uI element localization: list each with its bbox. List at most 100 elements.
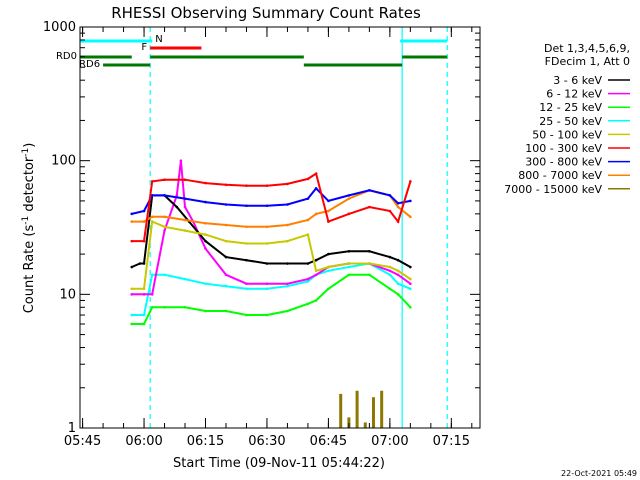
series-6-point-9: [286, 203, 289, 206]
series-2-point-16: [396, 293, 400, 296]
series-6-point-3: [163, 194, 166, 197]
series-7-point-17: [409, 215, 412, 219]
x-tick-label-3: 06:30: [248, 434, 285, 449]
series-0-point-12: [306, 262, 310, 265]
y-label-part2: detector: [22, 156, 37, 216]
series-5-point-1: [142, 239, 146, 243]
legend-label-4: 50 - 100 keV: [532, 128, 602, 141]
y-label-part3: ): [22, 143, 37, 148]
series-5-point-12: [327, 220, 330, 223]
series-1-point-0: [130, 293, 134, 296]
flag-bar-0-0: [80, 39, 151, 43]
series-2-point-10: [306, 302, 310, 306]
series-2: [130, 273, 412, 326]
x-tick-label-4: 06:45: [310, 434, 347, 449]
series-line-4: [131, 220, 411, 290]
flag-label-3: RD0: [56, 51, 77, 62]
series-1-point-10: [245, 282, 248, 286]
series-7-point-8: [265, 225, 269, 229]
series-4-point-4: [183, 229, 187, 232]
series-5-point-16: [396, 220, 400, 223]
series-6-point-5: [204, 200, 207, 204]
series-0-point-7: [204, 239, 207, 243]
series-2-point-3: [163, 305, 166, 309]
series-7-point-1: [142, 220, 146, 223]
series-3-point-16: [396, 282, 400, 286]
x-tick-label-1: 06:00: [125, 434, 162, 449]
series-5-point-4: [183, 178, 187, 182]
y-label-sup1: -1: [21, 216, 31, 225]
svg-text:Count Rate (s-1 detector-1): Count Rate (s-1 detector-1): [21, 143, 37, 314]
series-6-point-14: [368, 189, 371, 192]
series-4-point-3: [163, 225, 166, 229]
series-6-point-1: [142, 209, 146, 213]
series-0-point-2: [142, 262, 146, 265]
series-4-point-7: [245, 242, 248, 245]
series-1-point-5: [179, 159, 183, 162]
series-1-point-14: [314, 273, 318, 277]
series-7-point-2: [150, 215, 154, 219]
legend-label-8: 7000 - 15000 keV: [504, 183, 602, 196]
series-7-point-0: [130, 220, 134, 223]
series-2-point-11: [314, 299, 318, 302]
series-0-point-1: [138, 262, 142, 265]
legend-label-1: 6 - 12 keV: [546, 88, 602, 101]
series-2-point-17: [409, 305, 412, 309]
series-3-point-12: [327, 269, 330, 273]
series-6-point-8: [265, 204, 269, 208]
x-axis-label: Start Time (09-Nov-11 05:44:22): [173, 456, 385, 471]
series-0-point-19: [409, 265, 412, 269]
flag-bar-2-0: [150, 46, 202, 50]
y-tick-label-0: 1: [68, 421, 76, 436]
legend-label-0: 3 - 6 keV: [553, 74, 602, 87]
series-7-point-10: [306, 218, 310, 222]
series-1-point-11: [265, 282, 269, 286]
series-5-point-9: [286, 182, 289, 186]
flag-bar-4-0: [103, 63, 151, 67]
series-5-point-6: [224, 183, 228, 187]
series-7-point-9: [286, 223, 289, 227]
series-line-6: [131, 186, 411, 215]
series-1-point-12: [286, 282, 289, 286]
series-4-point-8: [265, 242, 269, 245]
y-axis-label: Count Rate (s-1 detector-1): [21, 143, 37, 314]
series-2-point-12: [327, 287, 330, 291]
series-1-point-13: [306, 277, 310, 281]
series-0-point-14: [327, 252, 330, 256]
series-8: [339, 390, 384, 428]
series-4-point-10: [306, 233, 310, 236]
series-7-point-11: [314, 212, 318, 216]
series-3-point-9: [286, 284, 289, 288]
series-4-point-16: [396, 269, 400, 273]
series-0-point-10: [265, 262, 269, 265]
series-4-point-17: [409, 277, 412, 281]
y-tick-label-2: 100: [51, 154, 76, 169]
series-3-point-2: [150, 273, 154, 277]
series-7-point-16: [396, 205, 400, 209]
series-7-point-3: [163, 215, 166, 219]
series-5-point-15: [388, 209, 392, 213]
series-0-point-5: [175, 205, 179, 209]
series-5-point-17: [409, 180, 412, 183]
series-2-point-1: [142, 322, 146, 326]
series-7-point-12: [327, 209, 330, 213]
series-6-point-16: [396, 201, 400, 205]
series-3-point-4: [183, 277, 187, 281]
legend-label-5: 100 - 300 keV: [525, 142, 602, 155]
series-1-point-6: [183, 205, 187, 209]
series-4-point-14: [368, 262, 371, 265]
series-6-point-2: [150, 194, 154, 197]
series-0-point-16: [368, 249, 371, 253]
series-3-point-3: [163, 273, 166, 277]
series-2-point-8: [265, 313, 269, 317]
series-3-point-6: [224, 284, 228, 288]
flag-bar-0-1: [400, 39, 448, 43]
y-label-sup2: -1: [21, 148, 31, 157]
series-6-point-7: [245, 204, 248, 208]
series-7-point-6: [224, 223, 228, 227]
series-6-point-10: [306, 197, 310, 200]
series-1-point-19: [396, 273, 400, 277]
series-1-point-18: [388, 269, 392, 273]
